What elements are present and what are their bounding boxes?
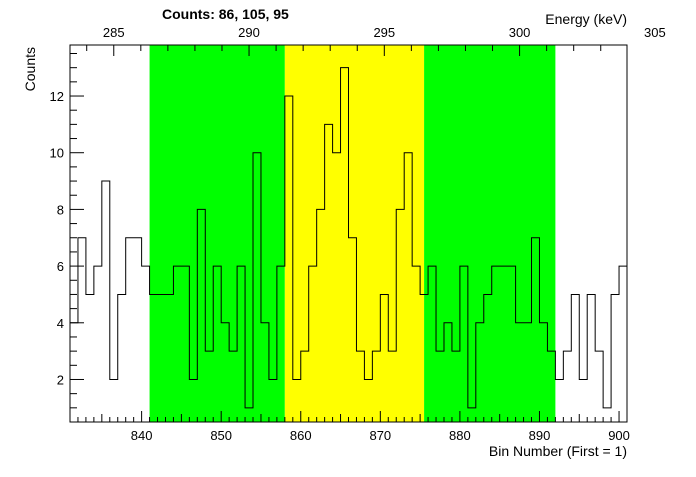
- y-tick-label: 8: [57, 202, 64, 217]
- top-tick-label: 285: [103, 25, 125, 40]
- x-axis-label: Bin Number (First = 1): [489, 443, 627, 459]
- y-tick-label: 2: [57, 372, 64, 387]
- right-region: [424, 45, 556, 422]
- x-tick-label: 850: [210, 428, 232, 443]
- axes-layer: 840 850 860 870 880 890 900 2 4 6 8 10 12 285 290 295 30…: [50, 25, 666, 443]
- histogram-line: [70, 67, 627, 409]
- y-tick-label: 4: [57, 316, 64, 331]
- regions-layer: [149, 45, 556, 422]
- x-tick-label: 900: [608, 428, 630, 443]
- left-region: [149, 45, 285, 422]
- y-tick-label: 12: [50, 89, 64, 104]
- y-axis-label: Counts: [22, 47, 38, 91]
- y-tick-label: 10: [50, 146, 64, 161]
- y-tick-label: 6: [57, 259, 64, 274]
- x-tick-label: 860: [290, 428, 312, 443]
- x-tick-label: 840: [131, 428, 153, 443]
- center-region: [284, 45, 425, 422]
- top-tick-label: 295: [373, 25, 395, 40]
- top-tick-label: 300: [509, 25, 531, 40]
- x-tick-label: 880: [449, 428, 471, 443]
- x-tick-label: 870: [369, 428, 391, 443]
- x-tick-label: 890: [529, 428, 551, 443]
- chart-title: Counts: 86, 105, 95: [162, 6, 289, 22]
- top-axis-label: Energy (keV): [545, 11, 627, 27]
- top-tick-label: 305: [644, 25, 666, 40]
- top-tick-label: 290: [238, 25, 260, 40]
